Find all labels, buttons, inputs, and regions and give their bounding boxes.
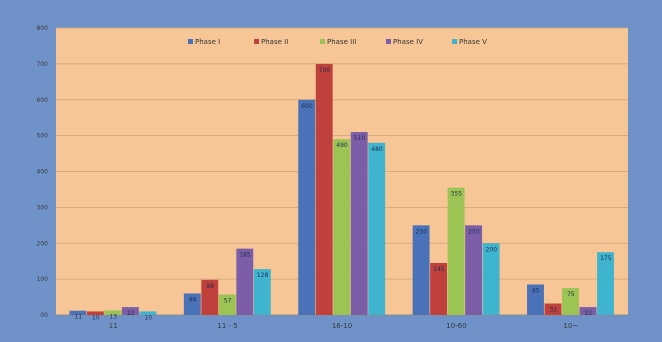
- data-label: 480: [371, 146, 383, 153]
- data-label: 600: [301, 103, 313, 110]
- data-label: 22: [584, 310, 592, 317]
- bar: [236, 248, 254, 315]
- bar: [562, 288, 579, 315]
- data-label: 250: [468, 228, 480, 235]
- bar: [201, 279, 219, 315]
- data-label: 75: [567, 291, 575, 298]
- bar: [218, 294, 236, 315]
- legend-swatch: [320, 39, 325, 44]
- legend-swatch: [386, 39, 391, 44]
- y-tick-label: 800: [37, 25, 49, 32]
- bar: [597, 252, 614, 315]
- data-label: 355: [451, 191, 463, 198]
- data-label: 145: [433, 266, 445, 273]
- y-tick-label: 00: [40, 312, 48, 319]
- bar: [315, 63, 333, 315]
- bar: [579, 307, 597, 315]
- y-tick-label: 300: [37, 204, 49, 211]
- data-label: 175: [600, 255, 612, 262]
- data-label: 13: [109, 313, 117, 320]
- data-label: 98: [206, 283, 214, 290]
- data-label: 250: [416, 228, 428, 235]
- bar: [86, 311, 104, 315]
- bar: [412, 225, 430, 315]
- x-tick-label: 16-10: [332, 322, 352, 330]
- bar: [527, 284, 544, 315]
- legend-label: Phase IV: [393, 38, 423, 46]
- legend-swatch: [188, 39, 193, 44]
- data-label: 57: [224, 298, 232, 305]
- x-tick-label: 11 - 5: [217, 322, 237, 330]
- x-tick-label: 10-60: [446, 322, 466, 330]
- bar: [430, 262, 448, 315]
- data-label: 10: [92, 314, 100, 321]
- legend-label: Phase V: [459, 38, 487, 46]
- data-label: 85: [532, 288, 540, 295]
- legend-swatch: [254, 39, 259, 44]
- bar: [350, 132, 368, 315]
- data-labels: 11 10 13 22 10 98 98 57 185 128 600 700 490 510 480 250…: [74, 67, 611, 322]
- y-tick-label: 200: [37, 240, 49, 247]
- y-tick-label: 400: [37, 169, 49, 176]
- data-label: 10: [144, 314, 152, 321]
- bar: [183, 293, 201, 315]
- y-tick-label: 500: [37, 133, 49, 140]
- x-tick-label: 10~: [563, 322, 578, 330]
- bar: [121, 307, 139, 315]
- legend: Phase I Phase II Phase III Phase IV Phase V: [188, 38, 487, 46]
- data-label: 32: [549, 307, 557, 314]
- bars: [69, 63, 614, 315]
- legend-label: Phase III: [327, 38, 356, 46]
- data-label: 185: [239, 252, 251, 259]
- data-label: 128: [257, 272, 269, 279]
- bar: [544, 303, 562, 315]
- y-tick-label: 600: [37, 97, 49, 104]
- data-label: 98: [189, 296, 197, 303]
- x-axis-ticks: 11 11 - 5 16-10 10-60 10~: [109, 322, 579, 330]
- y-axis-ticks: 00 100 200 300 400 500 600 700 800: [37, 25, 49, 319]
- legend-label: Phase II: [261, 38, 288, 46]
- bar: [253, 269, 271, 315]
- bar: [447, 187, 465, 315]
- bar: [333, 139, 351, 315]
- data-label: 11: [74, 314, 82, 321]
- bar: [482, 243, 500, 315]
- x-tick-label: 11: [109, 322, 118, 330]
- legend-swatch: [452, 39, 457, 44]
- bar: [69, 310, 87, 315]
- y-tick-label: 700: [37, 61, 49, 68]
- data-label: 490: [336, 142, 348, 149]
- data-label: 510: [354, 135, 366, 142]
- legend-label: Phase I: [195, 38, 220, 46]
- data-label: 700: [319, 67, 331, 74]
- y-tick-label: 100: [37, 276, 49, 283]
- bar: [298, 99, 316, 315]
- bar: [139, 311, 157, 315]
- data-label: 200: [486, 246, 498, 253]
- bar: [465, 225, 483, 315]
- data-label: 22: [127, 310, 135, 317]
- bar: [368, 142, 386, 315]
- bar: [104, 310, 122, 315]
